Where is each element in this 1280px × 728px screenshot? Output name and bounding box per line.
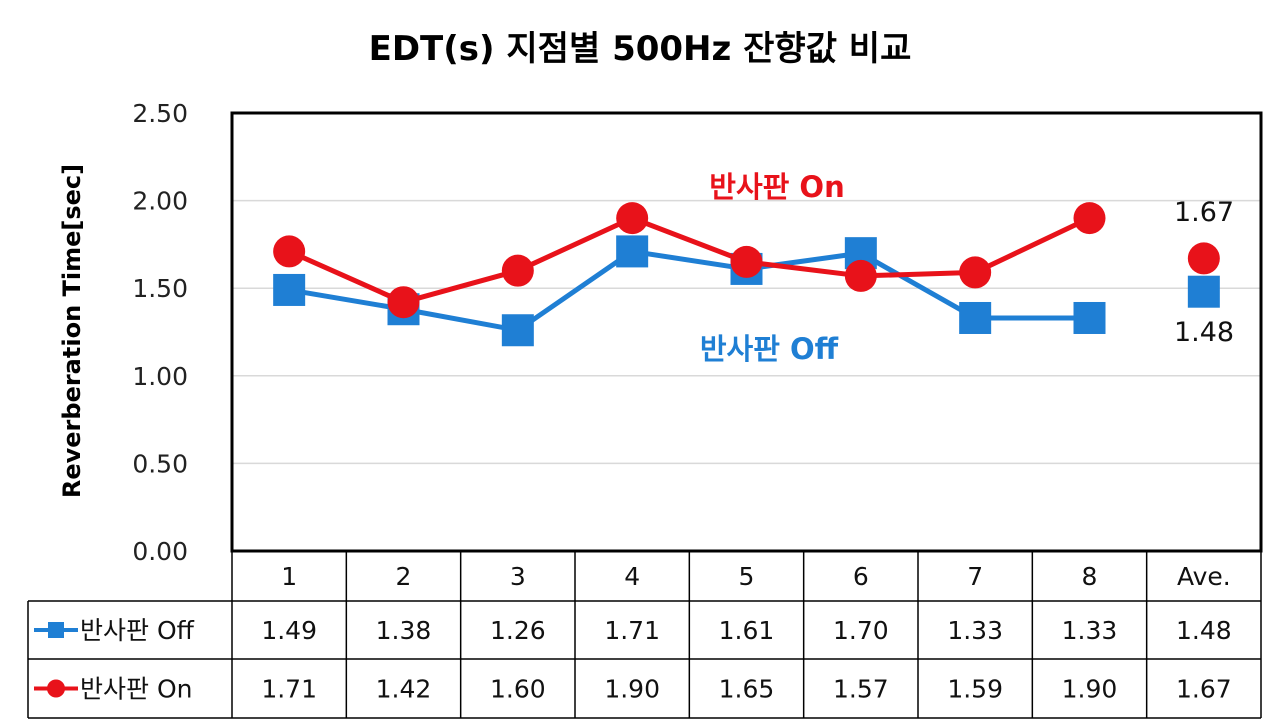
series-lines bbox=[273, 202, 1220, 347]
data-point-circle bbox=[1073, 202, 1106, 235]
y-tick-label: 0.50 bbox=[132, 449, 188, 478]
x-tick-label: 7 bbox=[967, 562, 983, 591]
x-tick-label: 3 bbox=[510, 562, 526, 591]
table-value: 1.71 bbox=[261, 675, 317, 704]
data-point-circle bbox=[730, 245, 763, 278]
table-value: 1.90 bbox=[1062, 675, 1118, 704]
table-value: 1.67 bbox=[1176, 675, 1232, 704]
table-value: 1.38 bbox=[376, 616, 432, 645]
legend-marker-square bbox=[48, 622, 64, 638]
series-line bbox=[288, 215, 1091, 305]
data-point-circle bbox=[616, 202, 649, 235]
legend-marker-circle bbox=[47, 679, 65, 698]
data-point-circle bbox=[959, 256, 992, 289]
x-tick-label: 5 bbox=[739, 562, 755, 591]
y-tick-label: 2.00 bbox=[132, 187, 188, 216]
legend-key-on bbox=[34, 679, 78, 698]
data-point-circle bbox=[501, 254, 534, 287]
data-point-circle bbox=[387, 286, 420, 319]
table-value: 1.42 bbox=[376, 675, 432, 704]
table-value: 1.33 bbox=[1062, 616, 1118, 645]
data-point-circle bbox=[1187, 242, 1220, 275]
table-value: 1.65 bbox=[719, 675, 775, 704]
y-axis-label: Reverberation Time[sec] bbox=[58, 164, 86, 498]
x-tick-label: 6 bbox=[853, 562, 869, 591]
table-value: 1.61 bbox=[719, 616, 775, 645]
table-value: 1.26 bbox=[490, 616, 546, 645]
data-table: 1 2 3 4 5 6 7 8 Ave. 반사판 Off 1.49 1.38 1.26 1.71 1.61 1… bbox=[27, 550, 1262, 719]
series-on bbox=[273, 202, 1220, 319]
legend-series-name: 반사판 Off bbox=[80, 616, 195, 645]
chart-title: EDT(s) 지점별 500Hz 잔향값 비교 bbox=[369, 29, 912, 69]
x-tick-label: 4 bbox=[624, 562, 640, 591]
table-value: 1.90 bbox=[604, 675, 660, 704]
data-point-square bbox=[959, 301, 992, 334]
data-point-square bbox=[616, 235, 649, 268]
data-point-square bbox=[501, 314, 534, 347]
data-point-circle bbox=[844, 259, 877, 292]
table-value: 1.48 bbox=[1176, 616, 1232, 645]
y-tick-label: 0.00 bbox=[132, 537, 188, 566]
x-tick-label: 8 bbox=[1082, 562, 1098, 591]
table-value: 1.33 bbox=[947, 616, 1003, 645]
x-tick-label: 2 bbox=[396, 562, 412, 591]
data-point-circle bbox=[273, 235, 306, 268]
y-tick-label: 2.50 bbox=[132, 99, 188, 128]
table-value: 1.57 bbox=[833, 675, 889, 704]
legend-series-name: 반사판 On bbox=[80, 675, 192, 704]
series-off bbox=[273, 235, 1220, 347]
table-value: 1.49 bbox=[261, 616, 317, 645]
data-point-square bbox=[1187, 275, 1220, 308]
data-point-square bbox=[273, 273, 306, 306]
avg-off-label: 1.48 bbox=[1174, 317, 1234, 348]
y-tick-label: 1.00 bbox=[132, 362, 188, 391]
legend-key-off bbox=[34, 622, 78, 638]
annotation-off: 반사판 Off bbox=[700, 332, 839, 366]
data-point-square bbox=[1073, 301, 1106, 334]
table-value: 1.59 bbox=[947, 675, 1003, 704]
x-tick-label: 1 bbox=[281, 562, 297, 591]
table-value: 1.70 bbox=[833, 616, 889, 645]
series-line bbox=[288, 248, 1090, 333]
x-tick-label: Ave. bbox=[1177, 562, 1231, 591]
y-tick-labels: 0.00 0.50 1.00 1.50 2.00 2.50 bbox=[132, 99, 188, 566]
table-value: 1.60 bbox=[490, 675, 546, 704]
table-value: 1.71 bbox=[604, 616, 660, 645]
y-tick-label: 1.50 bbox=[132, 274, 188, 303]
annotation-on: 반사판 On bbox=[709, 170, 844, 204]
avg-on-label: 1.67 bbox=[1174, 197, 1234, 228]
